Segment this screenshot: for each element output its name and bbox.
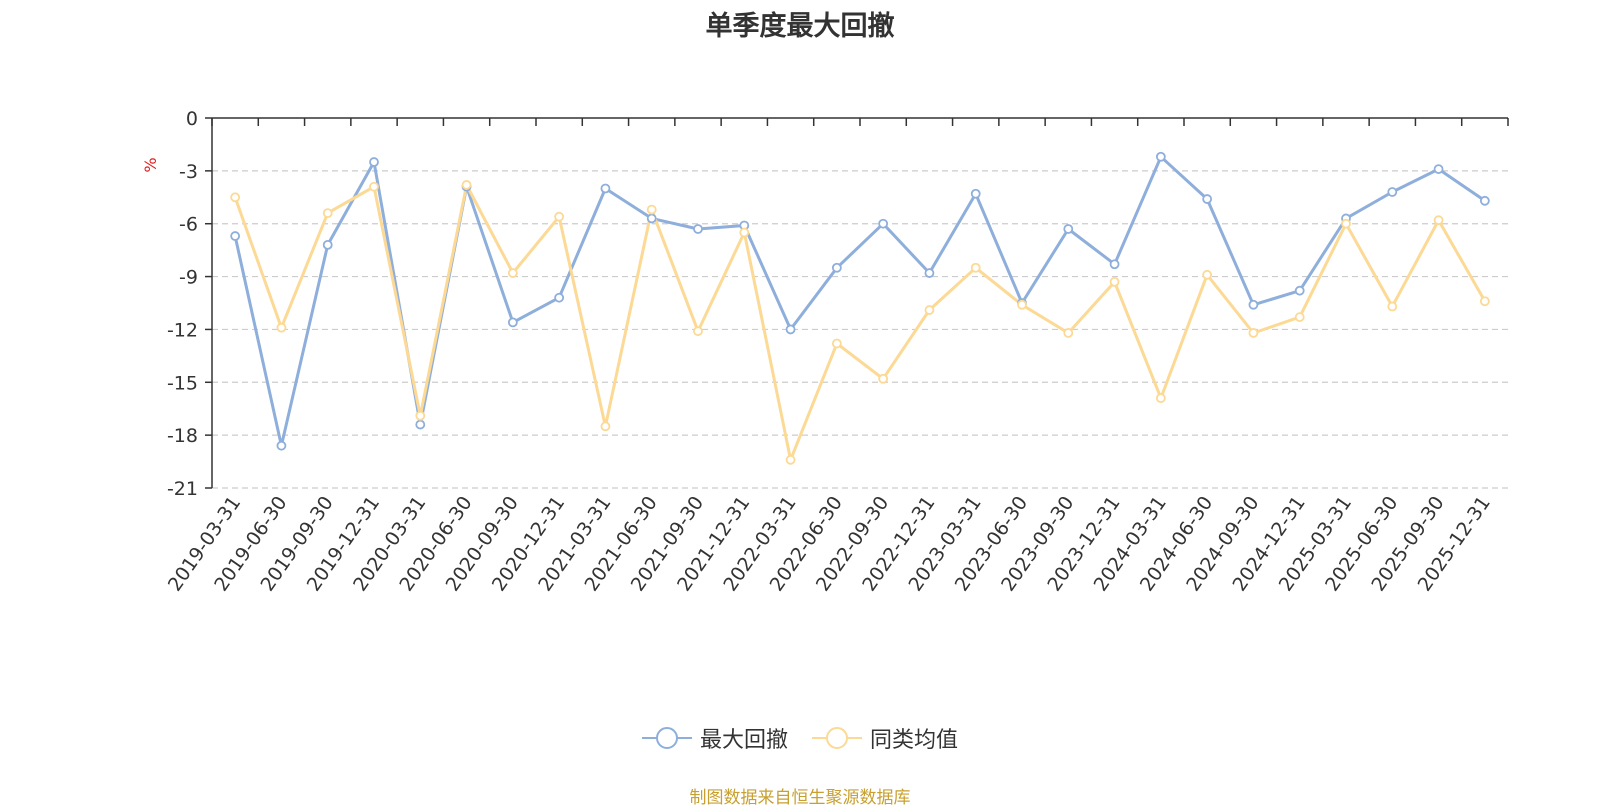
legend: 最大回撤 同类均值 bbox=[0, 722, 1600, 754]
legend-item-max-drawdown[interactable]: 最大回撤 bbox=[641, 722, 788, 754]
y-axis-label: % bbox=[141, 157, 160, 172]
series-1-point[interactable] bbox=[970, 262, 981, 273]
series-0-point[interactable] bbox=[1155, 151, 1166, 162]
series-1-point[interactable] bbox=[600, 421, 611, 432]
series-0-point[interactable] bbox=[276, 440, 287, 451]
y-tick-label: 0 bbox=[186, 108, 198, 130]
series-0-point[interactable] bbox=[970, 188, 981, 199]
series-0-point[interactable] bbox=[1248, 299, 1259, 310]
series-1-point[interactable] bbox=[1341, 218, 1351, 229]
y-tick-label: -15 bbox=[167, 372, 198, 394]
series-0-point[interactable] bbox=[600, 183, 611, 194]
series-1-point[interactable] bbox=[369, 181, 379, 192]
series-0-point[interactable] bbox=[646, 213, 657, 224]
series-1-point[interactable] bbox=[1202, 269, 1213, 280]
legend-item-category-average[interactable]: 同类均值 bbox=[812, 722, 958, 754]
chart-title: 单季度最大回撤 bbox=[705, 11, 895, 42]
series-1-point[interactable] bbox=[1109, 276, 1120, 287]
series-1-point[interactable] bbox=[785, 454, 796, 465]
legend-label-max-drawdown: 最大回撤 bbox=[699, 728, 788, 753]
series-1-point[interactable] bbox=[1294, 312, 1305, 322]
series-1-point[interactable] bbox=[322, 208, 333, 219]
series-0-point[interactable] bbox=[507, 317, 518, 328]
legend-marker-category-average bbox=[812, 727, 862, 749]
legend-marker-max-drawdown bbox=[641, 727, 692, 749]
series-0-point[interactable] bbox=[554, 292, 565, 303]
series-0-point[interactable] bbox=[369, 157, 379, 167]
series-0-point[interactable] bbox=[1202, 194, 1213, 204]
y-tick-label: -3 bbox=[179, 161, 198, 183]
y-tick-label: -6 bbox=[179, 214, 198, 236]
axes: 0-3-6-9-12-15-18-212019-03-312019-06-302… bbox=[164, 108, 1509, 595]
series-1-point[interactable] bbox=[924, 305, 935, 315]
series-1-point[interactable] bbox=[1248, 328, 1259, 338]
series-0-point[interactable] bbox=[785, 324, 796, 335]
series-0-point[interactable] bbox=[230, 231, 241, 241]
series-1-point[interactable] bbox=[276, 322, 287, 333]
series-1-point[interactable] bbox=[507, 268, 518, 278]
series-1-point[interactable] bbox=[739, 227, 750, 238]
series-1-point[interactable] bbox=[1479, 296, 1490, 307]
series-0-point[interactable] bbox=[831, 262, 842, 273]
series-0-point[interactable] bbox=[1479, 195, 1490, 206]
series-0-point[interactable] bbox=[1063, 224, 1074, 234]
series-1-point[interactable] bbox=[554, 211, 565, 222]
grid-lines bbox=[212, 170, 1508, 489]
series-0-point[interactable] bbox=[322, 239, 333, 250]
series-0-point[interactable] bbox=[878, 218, 889, 229]
y-tick-label: -21 bbox=[167, 478, 198, 500]
series-0-point[interactable] bbox=[1433, 164, 1444, 174]
series-lines bbox=[230, 151, 1490, 465]
series-0-point[interactable] bbox=[415, 419, 426, 430]
y-tick-label: -12 bbox=[167, 319, 198, 341]
source-note: 制图数据来自恒生聚源数据库 bbox=[689, 788, 911, 808]
series-1-point[interactable] bbox=[1063, 328, 1074, 338]
series-1-point[interactable] bbox=[831, 338, 842, 349]
series-0-point[interactable] bbox=[1294, 285, 1305, 296]
y-tick-label: -18 bbox=[167, 425, 198, 447]
series-0-point[interactable] bbox=[693, 224, 703, 234]
series-1-point[interactable] bbox=[1433, 215, 1444, 226]
series-0-point[interactable] bbox=[924, 268, 935, 278]
series-1-point[interactable] bbox=[461, 180, 472, 190]
series-1-point[interactable] bbox=[646, 204, 657, 215]
series-1-point[interactable] bbox=[1155, 393, 1166, 404]
series-0-point[interactable] bbox=[1109, 259, 1120, 270]
y-tick-label: -9 bbox=[179, 267, 198, 289]
series-line-1 bbox=[233, 183, 1487, 462]
series-1-point[interactable] bbox=[1387, 301, 1398, 312]
series-1-point[interactable] bbox=[415, 410, 426, 421]
series-1-point[interactable] bbox=[693, 326, 703, 337]
series-0-point[interactable] bbox=[1387, 187, 1398, 197]
legend-label-category-average: 同类均值 bbox=[870, 728, 959, 753]
series-1-point[interactable] bbox=[1017, 299, 1027, 310]
series-1-point[interactable] bbox=[878, 373, 889, 384]
series-1-point[interactable] bbox=[230, 192, 241, 203]
